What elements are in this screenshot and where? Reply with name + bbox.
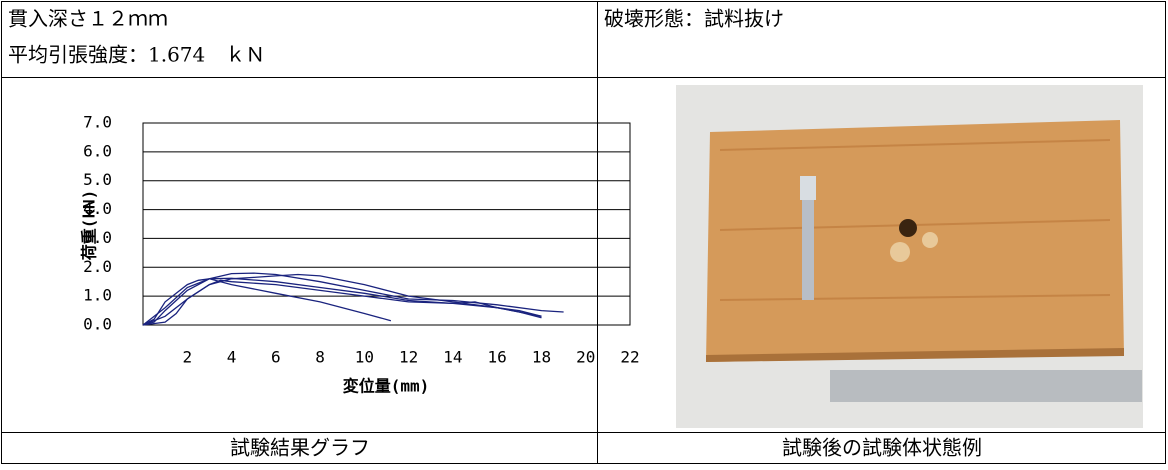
data-line (142, 272, 564, 326)
failure-mode: 破壊形態：試料抜け (604, 7, 784, 31)
y-tick-label: 0.0 (83, 315, 112, 334)
y-tick-label: 1.0 (83, 286, 112, 305)
x-tick-label: 6 (271, 348, 281, 367)
y-tick-label: 7.0 (83, 113, 112, 132)
x-tick-label: 8 (315, 348, 325, 367)
x-tick-label: 22 (620, 348, 639, 367)
photo (676, 85, 1143, 428)
x-tick-label: 14 (443, 348, 462, 367)
y-tick-label: 5.0 (83, 170, 112, 189)
x-tick-label: 10 (355, 348, 374, 367)
data-line (142, 277, 542, 326)
x-tick-label: 20 (576, 348, 595, 367)
y-tick-label: 2.0 (83, 257, 112, 276)
y-tick-label: 4.0 (83, 199, 112, 218)
y-axis-title: 荷重(kN) (80, 190, 99, 261)
x-tick-label: 16 (488, 348, 507, 367)
x-tick-label: 4 (227, 348, 237, 367)
y-tick-label: 3.0 (83, 228, 112, 247)
x-tick-label: 2 (182, 348, 192, 367)
caption: 試験結果グラフ (230, 436, 370, 460)
y-tick-label: 6.0 (83, 141, 112, 160)
data-line (142, 279, 542, 326)
x-tick-label: 18 (532, 348, 551, 367)
depth: 貫入深さ１２ｍｍ (8, 7, 168, 31)
data-line (142, 278, 392, 326)
x-axis-title: 変位量(mm) (343, 377, 430, 396)
caption: 試験後の試験体状態例 (782, 436, 982, 460)
x-tick-label: 12 (399, 348, 418, 367)
strength: 平均引張強度：1.674 ｋＮ (8, 43, 265, 67)
